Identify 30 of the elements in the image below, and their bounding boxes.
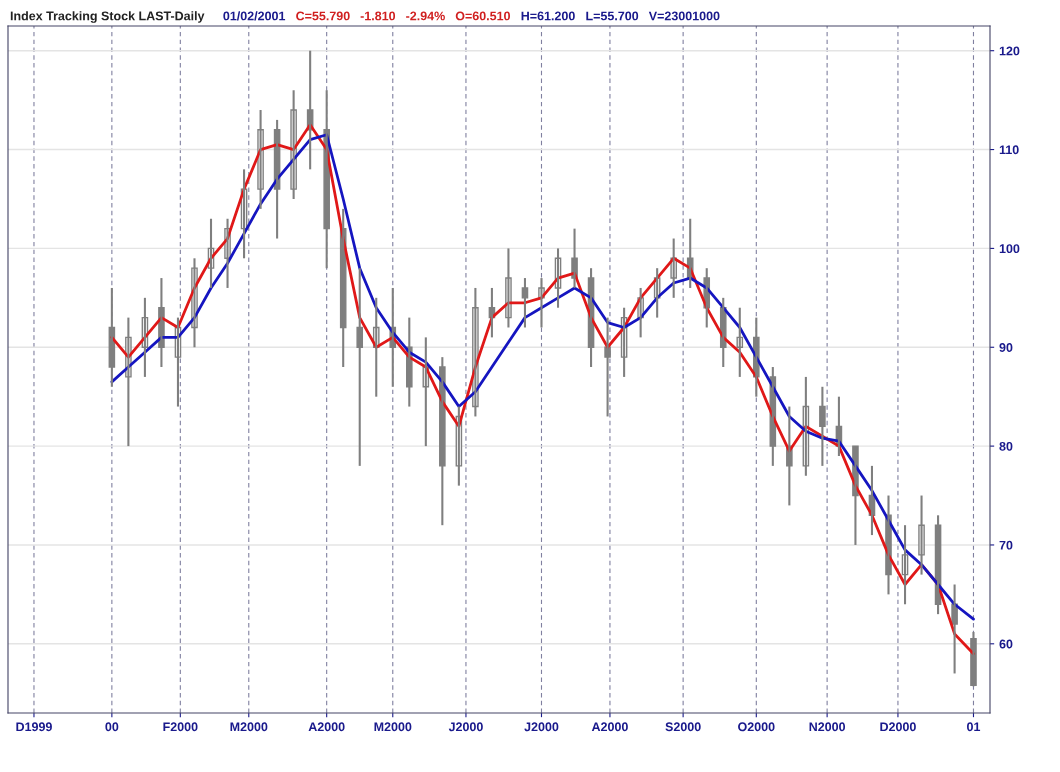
text: C=55.790: [296, 11, 350, 21]
x-tick-label: F2000: [163, 722, 198, 732]
y-tick-label: 70: [999, 540, 1013, 550]
x-tick-label: J2000: [524, 722, 559, 732]
text: H=61.200: [521, 11, 575, 21]
y-tick-label: 100: [999, 244, 1020, 254]
y-tick-label: 110: [999, 145, 1019, 155]
chart-title: Index Tracking Stock LAST-Daily: [10, 11, 205, 23]
x-tick-label: D2000: [880, 722, 916, 732]
y-tick-label: 60: [999, 639, 1013, 649]
x-tick-label: A2000: [591, 722, 628, 732]
x-tick-label: 00: [105, 722, 119, 732]
y-tick-label: 120: [999, 46, 1020, 56]
y-tick-label: 80: [999, 441, 1013, 451]
x-tick-label: M2000: [230, 722, 268, 732]
text: -1.810: [360, 11, 396, 21]
text: L=55.700: [586, 11, 639, 21]
x-tick-label: M2000: [374, 722, 412, 732]
text: V=23001000: [648, 11, 720, 21]
x-tick-label: O2000: [738, 722, 775, 732]
x-tick-label: D1999: [16, 722, 52, 732]
x-tick-label: A2000: [308, 722, 345, 732]
text: -2.94%: [406, 11, 445, 21]
x-tick-label: 01: [967, 722, 981, 732]
text: O=60.510: [455, 11, 510, 21]
x-tick-label: S2000: [665, 722, 701, 732]
text: 01/02/2001: [223, 11, 286, 21]
x-tick-label: N2000: [809, 722, 846, 732]
x-tick-label: J2000: [448, 722, 483, 732]
y-tick-label: 90: [999, 343, 1013, 352]
